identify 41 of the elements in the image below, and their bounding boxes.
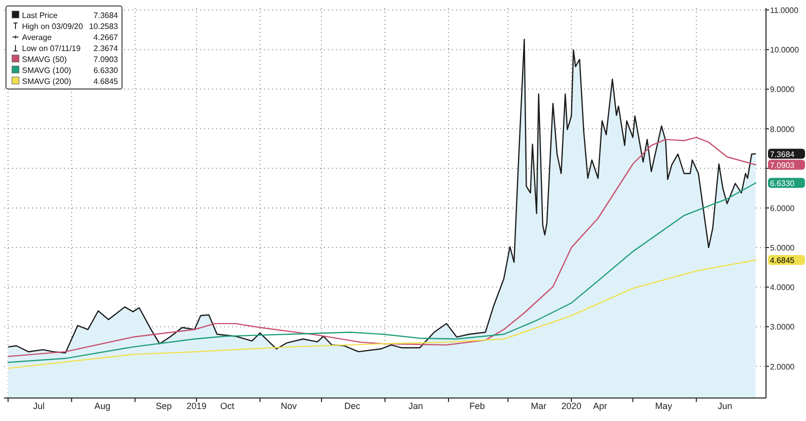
y-tick-label: 3.0000 xyxy=(770,322,796,332)
legend-label: SMAVG (100) xyxy=(22,66,72,75)
text: 6.6330 xyxy=(94,66,118,75)
text: 7.3684 xyxy=(94,11,118,20)
x-tick-label: Mar xyxy=(530,401,546,411)
x-tick-label: Aug xyxy=(94,401,110,411)
x-tick-label: 2019 xyxy=(186,401,207,411)
x-tick-label: Apr xyxy=(593,401,608,411)
line-series xyxy=(7,136,756,358)
x-tick-label: May xyxy=(655,401,673,411)
y-tick-label: 11.0000 xyxy=(770,6,799,15)
y-tick-label: 4.0000 xyxy=(770,283,796,292)
x-tick-label: 2020 xyxy=(561,401,582,411)
line-series xyxy=(7,259,756,369)
y-tick-label: 8.0000 xyxy=(770,124,796,134)
y-tick-label: 2.0000 xyxy=(770,362,796,372)
legend-label: Last Price xyxy=(22,11,58,20)
x-tick-label: Jan xyxy=(408,401,423,411)
annotation: High on 03/09/20 10.2583 xyxy=(22,22,119,31)
x-tick-label: Jul xyxy=(33,401,45,411)
text: 7.0903 xyxy=(94,55,118,64)
x-tick-label: Feb xyxy=(469,401,485,411)
data-label: 6.6330 xyxy=(770,178,796,188)
y-tick-label: 6.0000 xyxy=(770,204,796,213)
text: Low on 07/11/19 2.3674 xyxy=(22,44,118,53)
x-tick-label: Oct xyxy=(220,401,235,411)
text: Average 4.2667 xyxy=(22,33,118,42)
x-tick-label: Jun xyxy=(718,401,732,411)
data-label: 7.3684 xyxy=(770,150,796,159)
legend-label: SMAVG (200) xyxy=(22,77,72,86)
y-tick-label: 9.0000 xyxy=(770,85,796,94)
line-series xyxy=(7,182,756,363)
x-tick-label: Dec xyxy=(344,401,361,411)
x-tick-label: Nov xyxy=(280,401,298,411)
y-tick-label: 5.0000 xyxy=(770,244,796,253)
data-label: 4.6845 xyxy=(770,256,796,266)
y-tick-label: 10.0000 xyxy=(770,46,800,55)
x-tick-label: Sep xyxy=(156,401,172,411)
legend-label: SMAVG (50) xyxy=(22,55,68,64)
data-label: 7.0903 xyxy=(770,160,796,170)
text: 4.6845 xyxy=(94,77,118,86)
